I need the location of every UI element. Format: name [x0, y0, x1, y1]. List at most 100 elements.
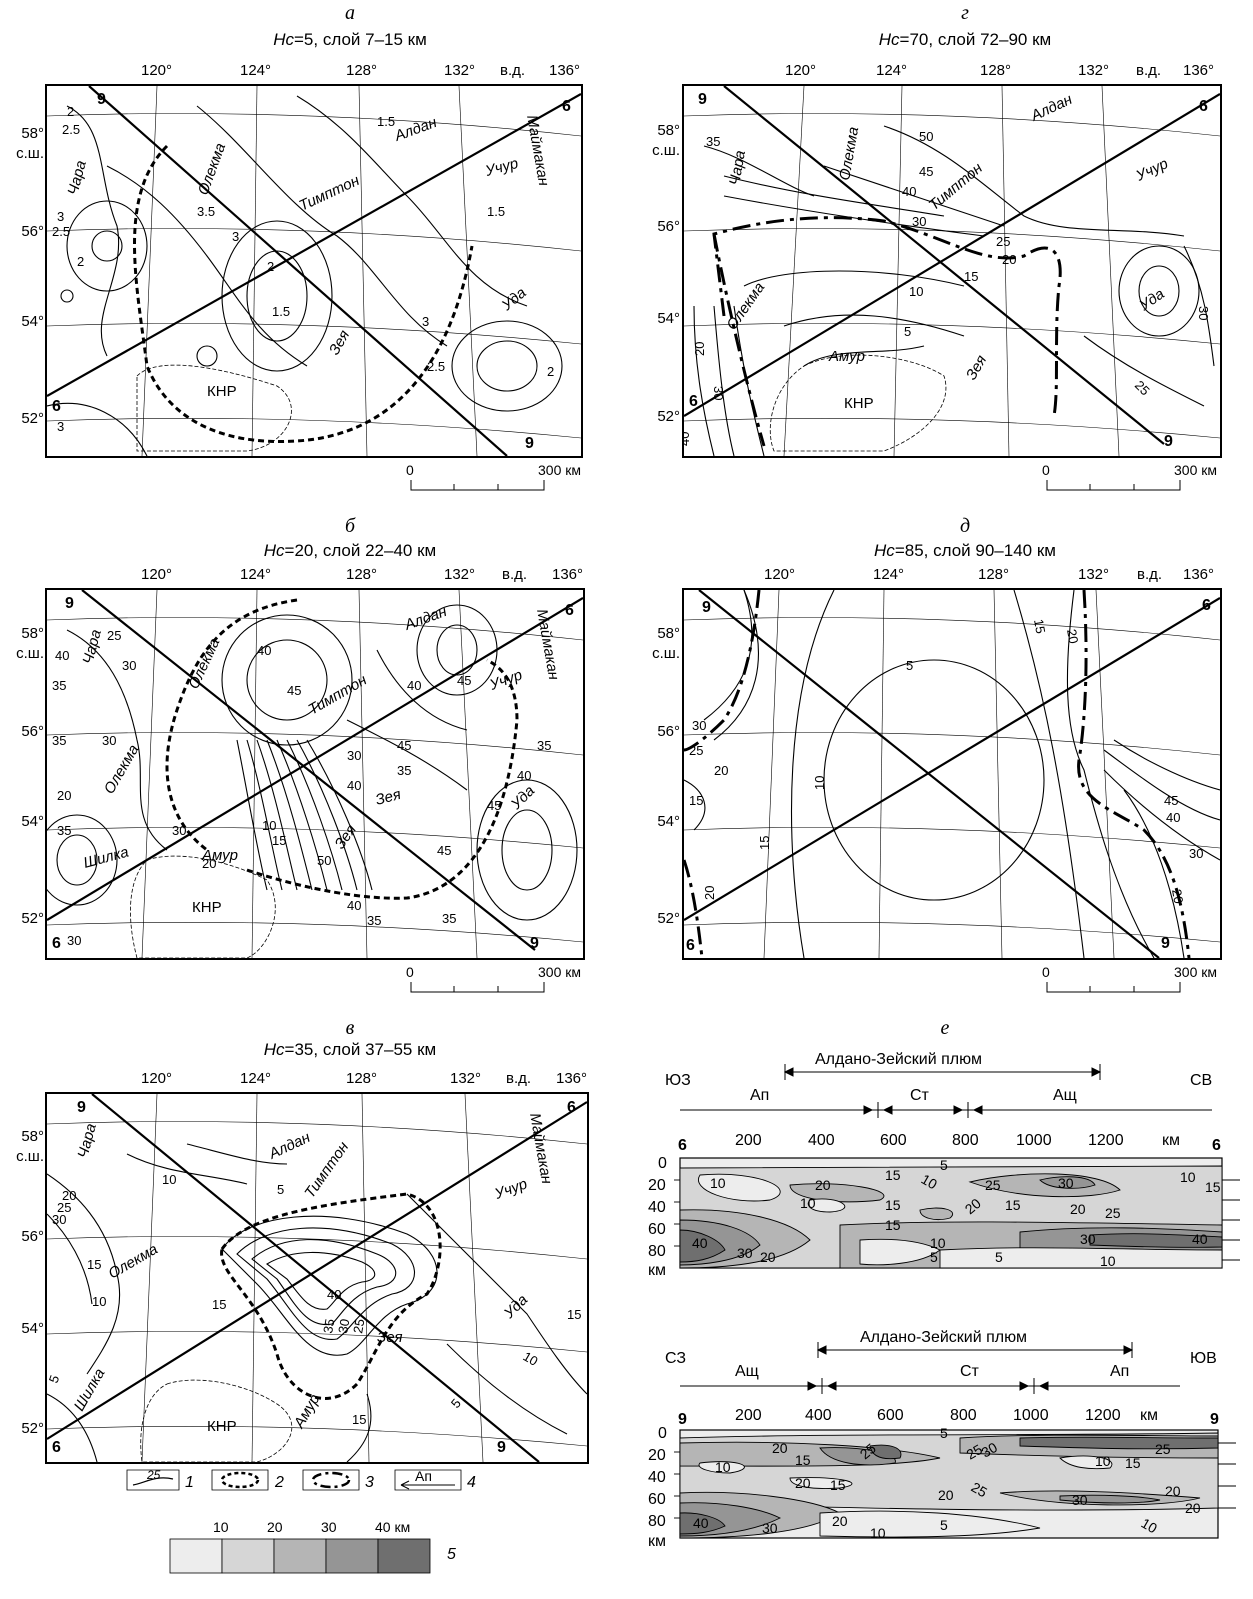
svg-text:20: 20 — [832, 1513, 848, 1529]
river-label: Учур — [1133, 155, 1171, 185]
river-label: Зея — [963, 352, 991, 383]
svg-text:10: 10 — [1180, 1169, 1196, 1185]
latitude-labels: 58° с.ш. 56° 54° 52° — [16, 625, 44, 927]
svg-text:15: 15 — [885, 1197, 901, 1213]
svg-text:40 км: 40 км — [375, 1519, 410, 1535]
svg-text:10: 10 — [1139, 1515, 1161, 1537]
svg-text:9: 9 — [497, 1439, 506, 1456]
segment-label: Ащ — [1053, 1087, 1077, 1104]
svg-text:80: 80 — [648, 1243, 666, 1260]
svg-text:45: 45 — [457, 673, 471, 688]
svg-text:2: 2 — [77, 254, 84, 269]
svg-text:400: 400 — [808, 1132, 835, 1149]
svg-text:45: 45 — [397, 738, 411, 753]
svg-text:15: 15 — [964, 269, 978, 284]
river-label: Алдан — [402, 603, 449, 634]
river-label: Алдан — [392, 114, 439, 145]
svg-text:10: 10 — [800, 1195, 816, 1211]
segment-label: Ащ — [735, 1363, 759, 1380]
svg-text:6: 6 — [1202, 597, 1211, 614]
svg-text:9: 9 — [1210, 1411, 1219, 1428]
svg-text:9: 9 — [77, 1099, 86, 1116]
svg-text:30: 30 — [102, 733, 116, 748]
panel-title: Нс=5, слой 7–15 км — [273, 30, 427, 49]
svg-text:20: 20 — [267, 1519, 283, 1535]
svg-text:20: 20 — [202, 856, 216, 871]
map-b-svg: Олекма Чара Алдан Маймакан Тимптон Учур … — [47, 590, 583, 958]
svg-text:15: 15 — [885, 1217, 901, 1233]
svg-text:20: 20 — [772, 1440, 788, 1456]
svg-text:10: 10 — [812, 776, 827, 790]
svg-text:35: 35 — [706, 134, 720, 149]
svg-text:9: 9 — [525, 435, 534, 452]
svg-text:30: 30 — [67, 933, 81, 948]
svg-text:км: км — [1140, 1407, 1158, 1424]
svg-text:20: 20 — [1064, 628, 1081, 645]
segment-label: Ст — [910, 1087, 930, 1104]
svg-text:5: 5 — [47, 1373, 62, 1385]
legend-item: 4 — [467, 1474, 476, 1491]
svg-text:1200: 1200 — [1088, 1132, 1124, 1149]
direction-left: ЮЗ — [665, 1072, 691, 1089]
svg-text:60: 60 — [648, 1491, 666, 1508]
river-label: Олекма — [101, 742, 143, 797]
svg-text:35: 35 — [52, 678, 66, 693]
panel-letter: в — [345, 1017, 355, 1039]
svg-text:30: 30 — [321, 1519, 337, 1535]
svg-text:15: 15 — [1125, 1455, 1141, 1471]
legend-item: 1 — [185, 1474, 194, 1491]
river-label: Чара — [726, 149, 749, 187]
latitude-labels: 58° с.ш. 56° 54° 52° — [16, 125, 44, 427]
river-label: Уда — [507, 782, 538, 813]
svg-text:10: 10 — [919, 1171, 941, 1193]
svg-text:км: км — [1162, 1132, 1180, 1149]
legend-item: 5 — [447, 1546, 456, 1563]
scale-bar: 0 300 км — [406, 462, 581, 492]
svg-text:2: 2 — [267, 259, 274, 274]
svg-text:5: 5 — [277, 1182, 284, 1197]
country-label: КНР — [207, 383, 237, 400]
svg-text:6: 6 — [52, 935, 61, 952]
svg-text:15: 15 — [830, 1477, 846, 1493]
svg-text:35: 35 — [367, 913, 381, 928]
svg-text:40: 40 — [347, 898, 361, 913]
svg-text:40: 40 — [692, 1235, 708, 1251]
svg-text:45: 45 — [919, 164, 933, 179]
direction-left: СЗ — [665, 1350, 686, 1367]
svg-text:20: 20 — [648, 1177, 666, 1194]
svg-text:10: 10 — [1100, 1253, 1116, 1269]
svg-text:15: 15 — [567, 1307, 581, 1322]
river-label: Маймакан — [523, 114, 552, 188]
direction-right: СВ — [1190, 1072, 1212, 1089]
svg-text:40: 40 — [517, 768, 531, 783]
river-label: Уда — [1136, 285, 1168, 314]
river-label: Амур — [828, 348, 865, 365]
country-label: КНР — [192, 899, 222, 916]
svg-text:10: 10 — [92, 1294, 106, 1309]
svg-text:25: 25 — [964, 1441, 986, 1463]
panel-title: Нс=35, слой 37–55 км — [263, 1040, 437, 1059]
svg-text:30: 30 — [979, 1439, 1001, 1461]
svg-text:6: 6 — [52, 398, 61, 415]
river-label: Уда — [500, 1291, 531, 1322]
panel-title: Нс=20, слой 22–40 км — [263, 541, 437, 560]
svg-text:20: 20 — [938, 1487, 954, 1503]
plume-label: Алдано-Зейский плюм — [815, 1051, 982, 1068]
svg-text:1.5: 1.5 — [272, 304, 290, 319]
svg-text:10: 10 — [870, 1525, 886, 1541]
svg-text:9: 9 — [97, 91, 106, 108]
svg-text:25: 25 — [1155, 1441, 1171, 1457]
section-top: Алдано-Зейский плюм ЮЗ СВ Ап Ст Ащ 200 40… — [640, 1040, 1252, 1300]
river-label: Зея — [377, 1329, 403, 1346]
svg-text:35: 35 — [537, 738, 551, 753]
river-label: Олекма — [195, 141, 229, 198]
river-label: Шилка — [71, 1366, 109, 1414]
svg-text:30: 30 — [172, 823, 186, 838]
svg-text:60: 60 — [648, 1221, 666, 1238]
svg-text:20: 20 — [692, 342, 707, 356]
svg-text:30: 30 — [1196, 306, 1211, 320]
legend: 25 Ап 1 2 3 4 5 10 20 30 40 км — [125, 1465, 595, 1590]
svg-text:25: 25 — [57, 1200, 71, 1215]
svg-text:35: 35 — [52, 733, 66, 748]
svg-text:15: 15 — [795, 1452, 811, 1468]
